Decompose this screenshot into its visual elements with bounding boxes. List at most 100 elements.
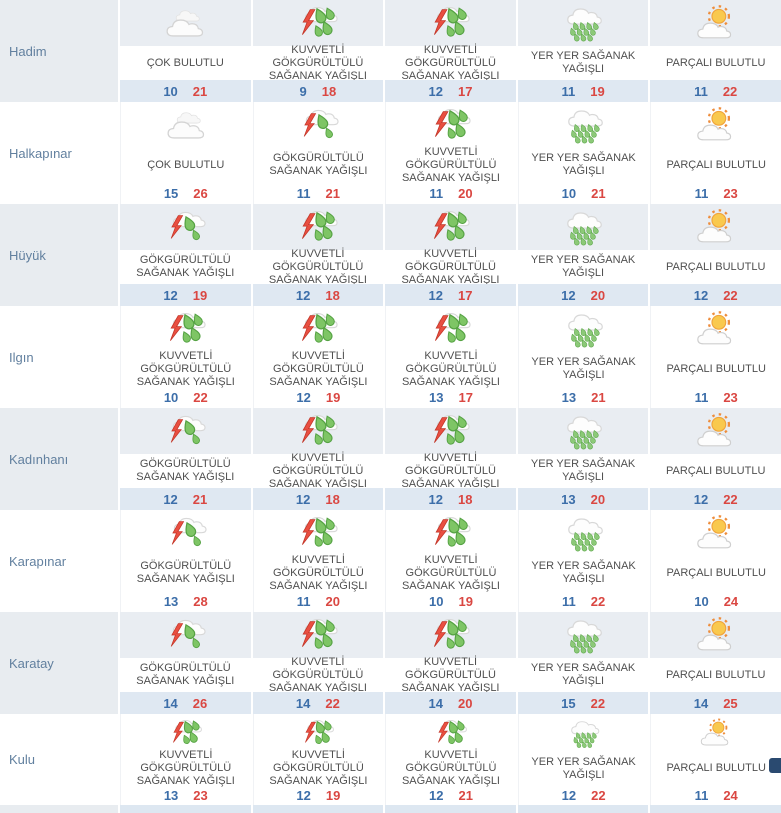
min-temperature: 12 [428,491,443,507]
description-band: KUVVETLİ GÖKGÜRÜLTÜLÜ SAĞANAK YAĞIŞLI [253,44,384,82]
district-name[interactable]: Karapınar [9,553,67,569]
max-temperature: 19 [192,287,208,303]
heavy-thunderstorm-icon [428,104,474,146]
icon-band [252,408,384,454]
weather-description: KUVVETLİ GÖKGÜRÜLTÜLÜ SAĞANAK YAĞIŞLI [401,349,500,388]
max-temperature: 23 [193,787,208,803]
min-temperature: 14 [163,695,178,711]
showers-icon [561,512,607,554]
description-band: GÖKGÜRÜLTÜLÜ SAĞANAK YAĞIŞLI [120,250,251,284]
min-temperature: 15 [561,695,576,711]
description-band: PARÇALI BULUTLU [650,454,781,488]
temperature-band: 11 24 [651,785,781,805]
max-temperature: 21 [591,185,606,201]
temperature-band: 11 20 [254,590,384,612]
max-temperature: 21 [458,787,473,803]
district-name[interactable]: Halkapınar [9,145,72,161]
icon-band [120,408,251,454]
temperature-band: 15 26 [121,182,251,204]
temperature-band: 14 26 [120,692,251,714]
icon-band [254,306,384,352]
max-temperature: 17 [458,389,473,405]
icon-band [386,714,516,752]
next-row-partial [0,805,781,813]
weather-description: YER YER SAĞANAK YAĞIŞLI [530,50,636,75]
forecast-cell: PARÇALI BULUTLU 10 24 [650,510,781,612]
weather-description: KUVVETLİ GÖKGÜRÜLTÜLÜ SAĞANAK YAĞIŞLI [401,451,500,490]
edge-widget-partial[interactable] [769,758,781,773]
forecast-cell: ÇOK BULUTLU 10 21 [120,0,251,102]
max-temperature: 21 [192,491,208,507]
forecast-cell: KUVVETLİ GÖKGÜRÜLTÜLÜ SAĞANAK YAĞIŞLI 12… [385,204,516,306]
icon-band [651,102,781,148]
description-band: GÖKGÜRÜLTÜLÜ SAĞANAK YAĞIŞLI [121,556,251,590]
heavy-thunderstorm-icon [428,512,474,554]
temperature-band: 12 18 [252,488,384,510]
showers-icon [560,410,606,452]
icon-band [385,204,516,250]
min-temperature: 12 [561,787,577,803]
description-band: KUVVETLİ GÖKGÜRÜLTÜLÜ SAĞANAK YAĞIŞLI [254,553,384,592]
description-band: YER YER SAĞANAK YAĞIŞLI [519,148,649,182]
icon-band [651,510,781,556]
temperature-band: 11 23 [651,182,781,204]
temperature-band: 12 21 [386,785,516,805]
heavy-thunderstorm-icon [427,410,473,452]
forecast-cell: PARÇALI BULUTLU 11 23 [650,102,781,204]
temperature-band: 11 23 [651,386,781,408]
forecast-cell: KUVVETLİ GÖKGÜRÜLTÜLÜ SAĞANAK YAĞIŞLI 11… [252,510,384,612]
forecast-cell: KUVVETLİ GÖKGÜRÜLTÜLÜ SAĞANAK YAĞIŞLI 12… [252,408,384,510]
forecast-cell: PARÇALI BULUTLU 12 22 [650,408,781,510]
district-name[interactable]: Kulu [9,752,36,767]
heavy-thunderstorm-icon [295,614,341,656]
weather-description: GÖKGÜRÜLTÜLÜ SAĞANAK YAĞIŞLI [269,152,368,177]
heavy-thunderstorm-icon [295,410,341,452]
partial-day-cell [385,805,516,813]
icon-band [121,102,251,148]
temperature-band: 13 20 [517,488,649,510]
partly-cloudy-icon [693,512,739,554]
min-temperature: 12 [428,287,443,303]
max-temperature: 19 [590,83,605,99]
icon-band [519,714,649,752]
district-name[interactable]: Kadınhanı [0,408,118,510]
temperature-band: 11 22 [519,590,649,612]
heavy-thunderstorm-icon [166,716,206,750]
partly-cloudy-icon [693,206,739,248]
description-band: KUVVETLİ GÖKGÜRÜLTÜLÜ SAĞANAK YAĞIŞLI [385,248,516,286]
district-name[interactable]: Hüyük [0,204,118,306]
min-temperature: 9 [299,83,307,99]
max-temperature: 22 [590,695,606,711]
thunderstorm-icon [162,206,208,248]
heavy-thunderstorm-icon [295,512,341,554]
max-temperature: 25 [723,695,738,711]
min-temperature: 11 [561,593,576,609]
forecast-cell: KUVVETLİ GÖKGÜRÜLTÜLÜ SAĞANAK YAĞIŞLI 12… [252,714,384,805]
icon-band [385,0,516,46]
weather-description: KUVVETLİ GÖKGÜRÜLTÜLÜ SAĞANAK YAĞIŞLI [268,655,367,694]
icon-band [519,510,649,556]
weather-description: KUVVETLİ GÖKGÜRÜLTÜLÜ SAĞANAK YAĞIŞLI [136,749,235,787]
description-band: KUVVETLİ GÖKGÜRÜLTÜLÜ SAĞANAK YAĞIŞLI [253,655,384,694]
district-forecast-row: Karatay GÖKGÜRÜLTÜLÜ SAĞANAK YAĞIŞLI 14 … [0,612,781,714]
min-temperature: 12 [295,491,311,507]
forecast-cell: YER YER SAĞANAK YAĞIŞLI 11 22 [517,510,649,612]
min-temperature: 11 [694,389,709,405]
max-temperature: 22 [590,593,606,609]
temperature-band: 11 19 [517,80,649,102]
max-temperature: 24 [723,787,738,803]
weather-description: KUVVETLİ GÖKGÜRÜLTÜLÜ SAĞANAK YAĞIŞLI [401,553,500,592]
temperature-band: 12 20 [517,284,649,306]
weather-description: KUVVETLİ GÖKGÜRÜLTÜLÜ SAĞANAK YAĞIŞLI [269,553,368,592]
district-name[interactable]: Karatay [0,612,118,714]
description-band: KUVVETLİ GÖKGÜRÜLTÜLÜ SAĞANAK YAĞIŞLI [386,749,516,787]
description-band: YER YER SAĞANAK YAĞIŞLI [518,250,649,284]
description-band: YER YER SAĞANAK YAĞIŞLI [518,46,649,80]
district-name[interactable]: Hadim [0,0,118,102]
partial-day-cell [252,805,384,813]
temperature-band: 10 21 [519,182,649,204]
max-temperature: 21 [591,389,606,405]
min-temperature: 12 [428,83,443,99]
temperature-band: 14 20 [385,692,516,714]
district-name[interactable]: Ilgın [9,349,34,365]
